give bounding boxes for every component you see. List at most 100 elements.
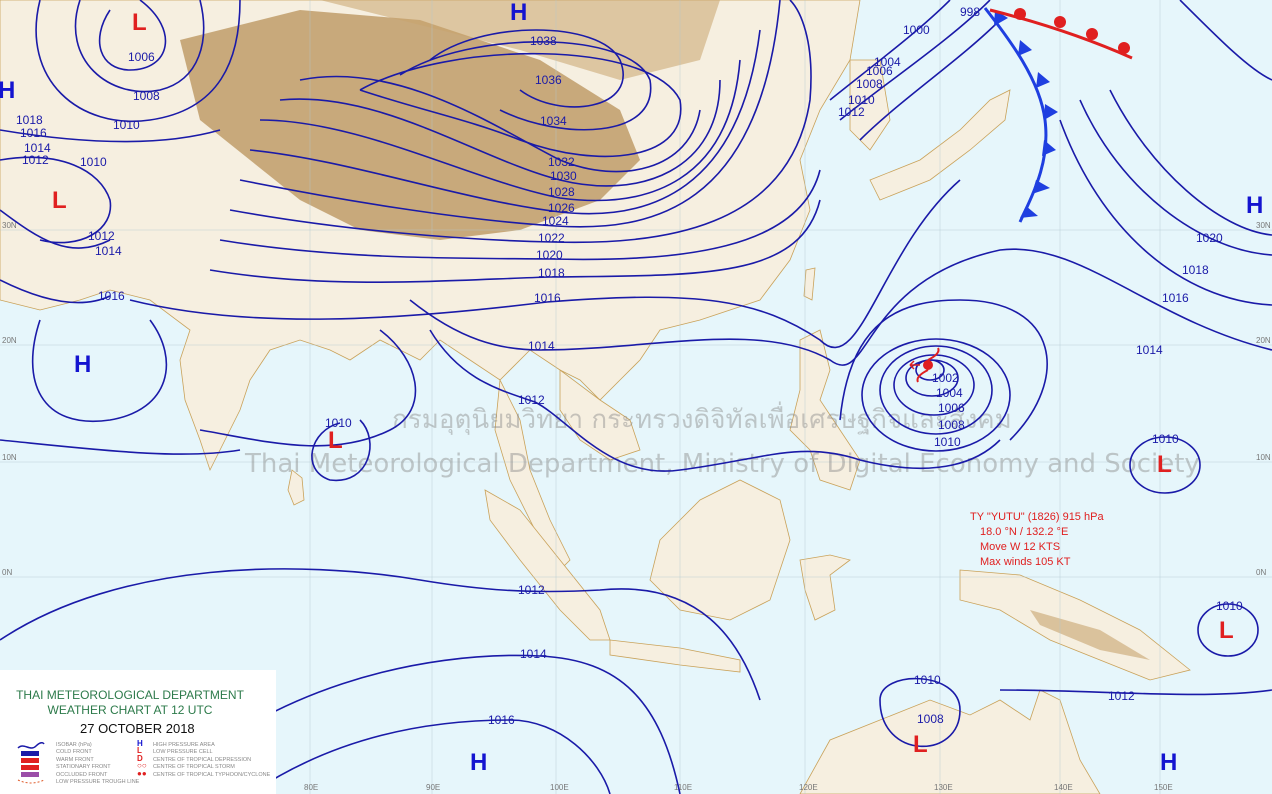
sri-lanka — [287, 469, 305, 506]
isobar-line — [829, 0, 951, 101]
typhoon-yutu-symbol — [909, 347, 940, 383]
warm-front — [989, 8, 1133, 60]
isobar-label: 1006 — [866, 64, 893, 78]
latitude-label-right: 30N — [1256, 221, 1271, 230]
longitude-label: 80E — [304, 783, 318, 792]
isobar-line — [839, 0, 991, 121]
legend-item: COLD FRONT — [56, 749, 92, 756]
isobar-label: 1012 — [518, 583, 545, 597]
isobar-line — [0, 156, 112, 244]
isobar-line — [879, 677, 961, 748]
longitude-label: 130E — [934, 783, 953, 792]
isobar-label: 1024 — [542, 214, 569, 228]
legend-symbol: H — [137, 739, 143, 748]
legend-symbol: L — [137, 746, 142, 756]
isobar-line — [35, 0, 241, 122]
isobar-line — [311, 419, 371, 481]
latitude-label-left: 10N — [2, 453, 17, 462]
legend-item: WARM FRONT — [56, 756, 94, 763]
isobar-line — [1129, 436, 1201, 494]
indochina-south — [559, 369, 641, 461]
isobar-line — [0, 129, 221, 143]
legend-item: CENTRE OF TROPICAL DEPRESSION — [153, 756, 252, 763]
isobar-label: 1012 — [22, 153, 49, 167]
isobar-label: 1000 — [903, 23, 930, 37]
isobar-label: 1018 — [538, 266, 565, 280]
warm-front-semicircles — [1014, 8, 1130, 54]
isobar-line — [409, 248, 1272, 366]
isobar-line — [249, 29, 761, 215]
tmd-logo — [17, 742, 45, 784]
isobar-line — [905, 359, 959, 397]
legend-panel: THAI METEOROLOGICAL DEPARTMENT WEATHER C… — [0, 670, 276, 794]
isobar-line — [893, 354, 975, 416]
high-pressure-center: H — [0, 77, 15, 104]
isobar-line — [839, 299, 1048, 441]
isobar-label: 1010 — [113, 118, 140, 132]
typhoon-icon: ●● — [137, 768, 147, 778]
isobar-line — [0, 279, 111, 304]
longitude-label: 100E — [550, 783, 569, 792]
high-pressure-center: H — [470, 749, 487, 776]
typhoon-max-winds: Max winds 105 KT — [980, 556, 1071, 568]
isobar-label: 1016 — [98, 289, 125, 303]
legend-org: THAI METEOROLOGICAL DEPARTMENT — [16, 688, 244, 702]
isobar-label: 1028 — [548, 185, 575, 199]
isobar-label: 1016 — [488, 713, 515, 727]
isobar-line — [209, 199, 821, 283]
longitude-label: 140E — [1054, 783, 1073, 792]
philippines — [789, 329, 861, 491]
isobar-label: 1002 — [932, 371, 959, 385]
isobar-line — [1079, 99, 1272, 256]
sulawesi — [799, 554, 851, 621]
legend-item: ISOBAR (hPa) — [56, 742, 92, 748]
isobar-label: 1014 — [1136, 343, 1163, 357]
isobar-line — [259, 59, 741, 202]
latitude-label-left: 0N — [2, 568, 12, 577]
isobar-label: 1012 — [838, 105, 865, 119]
low-pressure-center: L — [328, 427, 343, 454]
isobar-label: 1006 — [128, 50, 155, 64]
isobar-label: 1010 — [80, 155, 107, 169]
isobar-line — [1109, 89, 1272, 236]
isobar-line — [98, 0, 167, 71]
legend-item: HIGH PRESSURE AREA — [153, 742, 215, 748]
isobar-label: 1006 — [938, 401, 965, 415]
low-pressure-center: L — [52, 187, 67, 214]
typhoon-info: TY "YUTU" (1826) 915 hPa 18.0 °N / 132.2… — [970, 510, 1104, 570]
sumatra — [484, 489, 611, 641]
isobar-line — [129, 179, 961, 349]
isobar-line — [279, 79, 721, 187]
australia-north — [799, 689, 1101, 794]
isobar-line — [0, 568, 761, 701]
isobar-line — [299, 75, 701, 173]
isobar-label: 1034 — [540, 114, 567, 128]
high-pressure-center: H — [1246, 192, 1263, 219]
high-pressure-center: H — [1160, 749, 1177, 776]
isobar-label: 1014 — [520, 647, 547, 661]
low-pressure-center: L — [132, 9, 147, 36]
isobar-line — [429, 329, 1001, 472]
malay-peninsula — [494, 378, 571, 571]
isobar-label: 1012 — [1108, 689, 1135, 703]
high-pressure-center: H — [74, 351, 91, 378]
isobar-label: 1016 — [1162, 291, 1189, 305]
latitude-label-left: 30N — [2, 221, 17, 230]
isobar-label: 1014 — [95, 244, 122, 258]
isobar-line — [1197, 603, 1259, 657]
isobar-label: 1010 — [934, 435, 961, 449]
isobar-label: 1008 — [133, 89, 160, 103]
legend-item: CENTRE OF TROPICAL STORM — [153, 764, 235, 771]
isobar-line — [359, 52, 682, 158]
latitude-label-right: 20N — [1256, 336, 1271, 345]
isobar-label: 1012 — [518, 393, 545, 407]
isobar-label: 1010 — [848, 93, 875, 107]
isobar-label: 1008 — [917, 712, 944, 726]
taiwan — [803, 267, 816, 301]
legend-date: 27 OCTOBER 2018 — [80, 721, 195, 736]
isobar-line — [31, 319, 168, 423]
isobar-label: 1010 — [914, 673, 941, 687]
isobar-label: 1016 — [534, 291, 561, 305]
isobar-label: 1038 — [530, 34, 557, 48]
